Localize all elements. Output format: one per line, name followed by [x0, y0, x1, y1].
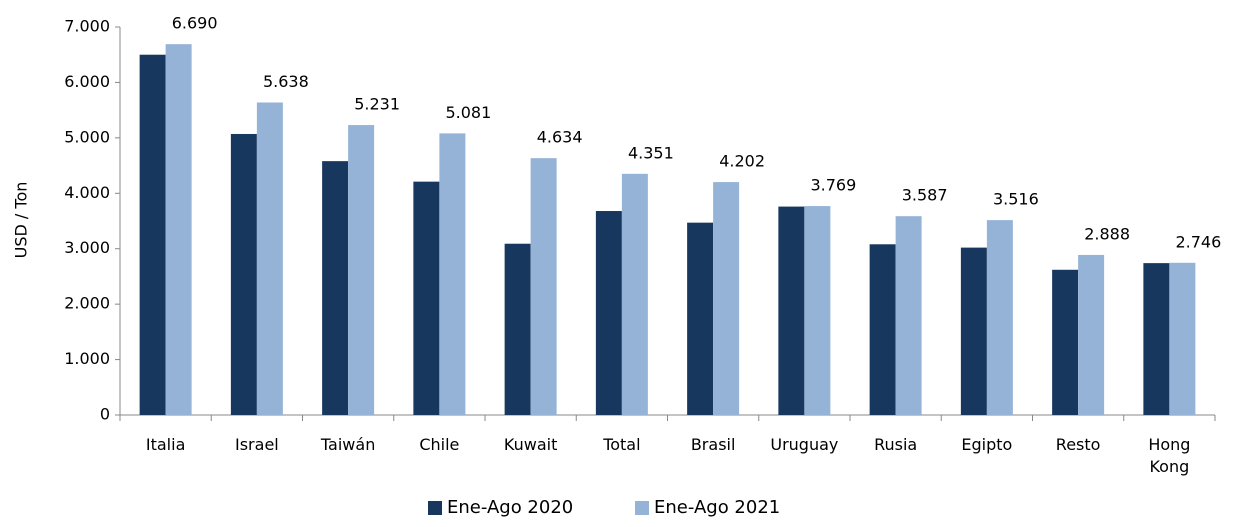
data-label: 4.351	[628, 143, 674, 162]
bar	[439, 133, 466, 415]
x-tick-label: Taiwán	[320, 435, 376, 454]
data-label: 3.516	[993, 190, 1039, 209]
data-label: 2.888	[1084, 224, 1130, 243]
bar	[895, 216, 922, 415]
bar	[869, 244, 896, 415]
data-label: 4.202	[719, 152, 765, 171]
bar	[713, 182, 740, 415]
bar	[595, 211, 622, 415]
x-tick-label: Total	[603, 435, 641, 454]
data-label: 2.746	[1175, 232, 1221, 251]
bar	[1143, 263, 1170, 415]
bar	[530, 158, 557, 416]
legend-swatch	[428, 500, 442, 515]
bar	[1078, 254, 1105, 415]
y-tick-label: 5.000	[64, 127, 110, 146]
y-tick-label: 2.000	[64, 294, 110, 313]
bar	[322, 161, 349, 415]
data-label: 4.634	[537, 128, 583, 147]
bar	[804, 206, 831, 415]
x-tick-label: Kuwait	[503, 435, 558, 454]
x-tick-label: Italia	[145, 435, 186, 454]
data-label: 3.769	[810, 176, 856, 195]
x-tick-label: Egipto	[961, 435, 1013, 454]
y-tick-label: 3.000	[64, 238, 110, 257]
bar	[1052, 269, 1079, 415]
data-label: 5.231	[354, 95, 400, 114]
data-label: 5.638	[263, 72, 309, 91]
bar	[960, 247, 987, 415]
data-label: 6.690	[172, 14, 218, 33]
x-tick-label: Israel	[235, 435, 279, 454]
bar	[504, 243, 531, 415]
legend-label: Ene-Ago 2021	[654, 497, 781, 518]
x-tick-label: Resto	[1055, 435, 1101, 454]
bar	[230, 133, 257, 415]
y-tick-label: 1.000	[64, 349, 110, 368]
bar	[778, 206, 805, 415]
data-label: 5.081	[445, 103, 491, 122]
bar	[348, 125, 375, 415]
legend-item: Ene-Ago 2021	[635, 497, 780, 518]
data-label: 3.587	[902, 186, 948, 205]
bar	[986, 220, 1013, 415]
x-tick-label: Chile	[419, 435, 460, 454]
x-tick-label: Hong Kong	[1148, 435, 1191, 476]
bar	[687, 222, 714, 415]
bar	[413, 181, 440, 415]
bar	[1169, 262, 1196, 415]
legend-label: Ene-Ago 2020	[447, 497, 574, 518]
x-tick-label: Uruguay	[770, 435, 839, 454]
bar	[256, 102, 283, 415]
bar	[165, 44, 192, 415]
bar	[621, 173, 648, 415]
bar	[139, 54, 166, 415]
y-tick-label: 7.000	[64, 17, 110, 36]
y-tick-label: 4.000	[64, 183, 110, 202]
y-tick-label: 0	[100, 405, 110, 424]
legend-item: Ene-Ago 2020	[428, 497, 573, 518]
legend-swatch	[635, 500, 649, 515]
y-axis-label: USD / Ton	[12, 182, 31, 259]
y-tick-label: 6.000	[64, 72, 110, 91]
x-tick-label: Rusia	[874, 435, 918, 454]
x-tick-label: Brasil	[690, 435, 736, 454]
